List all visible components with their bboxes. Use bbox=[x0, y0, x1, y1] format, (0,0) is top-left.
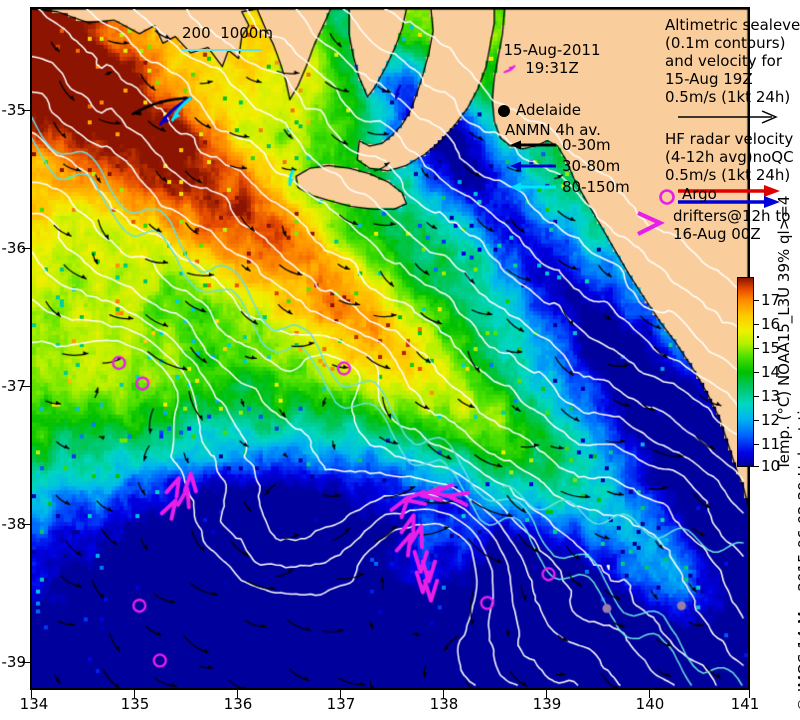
altimetry-legend-line-1: (0.1m contours) bbox=[665, 34, 786, 52]
y-tick bbox=[22, 248, 30, 249]
x-axis-label-137: 137 bbox=[326, 695, 356, 713]
altimetry-legend-line-0: Altimetric sealevel bbox=[665, 16, 800, 34]
altimetry-legend-line-4: 0.5m/s (1kt 24h) bbox=[665, 88, 791, 106]
x-tick bbox=[649, 690, 650, 698]
colorbar-tick bbox=[754, 396, 759, 397]
y-tick bbox=[22, 524, 30, 525]
x-axis-label-139: 139 bbox=[532, 695, 562, 713]
timestamp-date: 15-Aug-2011 bbox=[503, 41, 601, 59]
colorbar-label-11: 11 bbox=[761, 435, 781, 453]
argo-circle-icon bbox=[659, 189, 675, 205]
map-plot-area[interactable]: 200 1000m 15-Aug-2011 19:31Z Adelaide AN… bbox=[30, 7, 800, 690]
colorbar-label-15: 15 bbox=[761, 339, 781, 357]
drifter-chevron-icon bbox=[637, 211, 665, 236]
colorbar-label-13: 13 bbox=[761, 387, 781, 405]
x-axis-label-141: 141 bbox=[730, 695, 760, 713]
colorbar-tick bbox=[754, 466, 759, 467]
y-tick bbox=[22, 386, 30, 387]
y-tick bbox=[22, 110, 30, 111]
y-axis-label-39: -39 bbox=[1, 653, 27, 671]
y-tick bbox=[22, 662, 30, 663]
altimetry-legend-arrow bbox=[678, 110, 778, 124]
colorbar-label-16: 16 bbox=[761, 315, 781, 333]
x-axis-label-138: 138 bbox=[429, 695, 459, 713]
colorbar-minor-dot bbox=[757, 336, 759, 338]
colorbar-tick bbox=[754, 348, 759, 349]
anmn-legend-item-2: 80-150m bbox=[562, 178, 630, 196]
credit-label: © IMOS 14-Mar-2015 06:02:29 Hobart time bbox=[795, 386, 800, 712]
timestamp-time: 19:31Z bbox=[525, 59, 579, 77]
map-canvas-clip bbox=[32, 9, 748, 688]
temperature-colorbar bbox=[737, 277, 754, 467]
argo-legend-label: Argo bbox=[682, 185, 717, 203]
hfradar-legend-line-2: 0.5m/s (1kt 24h) bbox=[665, 166, 791, 184]
x-axis-label-140: 140 bbox=[635, 695, 665, 713]
altimetry-legend-line-3: 15-Aug 19Z bbox=[665, 70, 753, 88]
x-tick bbox=[31, 690, 32, 698]
colorbar-tick bbox=[754, 444, 759, 445]
x-tick bbox=[749, 690, 750, 698]
colorbar-label-10: 10 bbox=[761, 457, 781, 475]
colorbar-title: Temp. (°C) NOAA15_L3U 39% ql>=4 bbox=[775, 195, 793, 470]
colorbar-label-12: 12 bbox=[761, 411, 781, 429]
adelaide-label: Adelaide bbox=[516, 101, 582, 119]
drifters-legend-line-1: 16-Aug 00Z bbox=[673, 225, 761, 243]
colorbar-tick bbox=[754, 300, 759, 301]
colorbar-label-14: 14 bbox=[761, 363, 781, 381]
anmn-legend-item-0: 0-30m bbox=[562, 136, 611, 154]
y-axis-label-37: -37 bbox=[1, 377, 27, 395]
hfradar-legend-line-0: HF radar velocity bbox=[665, 130, 794, 148]
anmn-legend-title: ANMN 4h av. bbox=[505, 121, 601, 139]
x-axis-label-136: 136 bbox=[223, 695, 253, 713]
x-axis-label-135: 135 bbox=[120, 695, 150, 713]
colorbar-tick bbox=[754, 372, 759, 373]
drifters-legend-line-0: drifters@12h to bbox=[673, 207, 791, 225]
hfradar-legend-arrows bbox=[678, 185, 780, 208]
colorbar-tick bbox=[754, 420, 759, 421]
x-tick bbox=[443, 690, 444, 698]
x-tick bbox=[546, 690, 547, 698]
anmn-legend-item-1: 30-80m bbox=[562, 157, 621, 175]
y-axis-label-36: -36 bbox=[1, 239, 27, 257]
adelaide-marker bbox=[498, 105, 510, 117]
x-tick bbox=[340, 690, 341, 698]
y-axis-label-38: -38 bbox=[1, 515, 27, 533]
altimetry-legend-line-2: and velocity for bbox=[665, 52, 783, 70]
bathymetry-swatch bbox=[182, 49, 262, 51]
bathymetry-label: 200 1000m bbox=[182, 24, 273, 42]
anmn-legend-arrows bbox=[510, 140, 556, 192]
x-tick bbox=[237, 690, 238, 698]
map-overlay-layer bbox=[32, 9, 748, 688]
hfradar-legend-line-1: (4-12h avg)noQC bbox=[665, 148, 794, 166]
colorbar-tick bbox=[754, 324, 759, 325]
x-axis-label-134: 134 bbox=[19, 695, 49, 713]
x-tick bbox=[134, 690, 135, 698]
y-axis-label-35: -35 bbox=[1, 101, 27, 119]
colorbar-label-17: 17 bbox=[761, 291, 781, 309]
